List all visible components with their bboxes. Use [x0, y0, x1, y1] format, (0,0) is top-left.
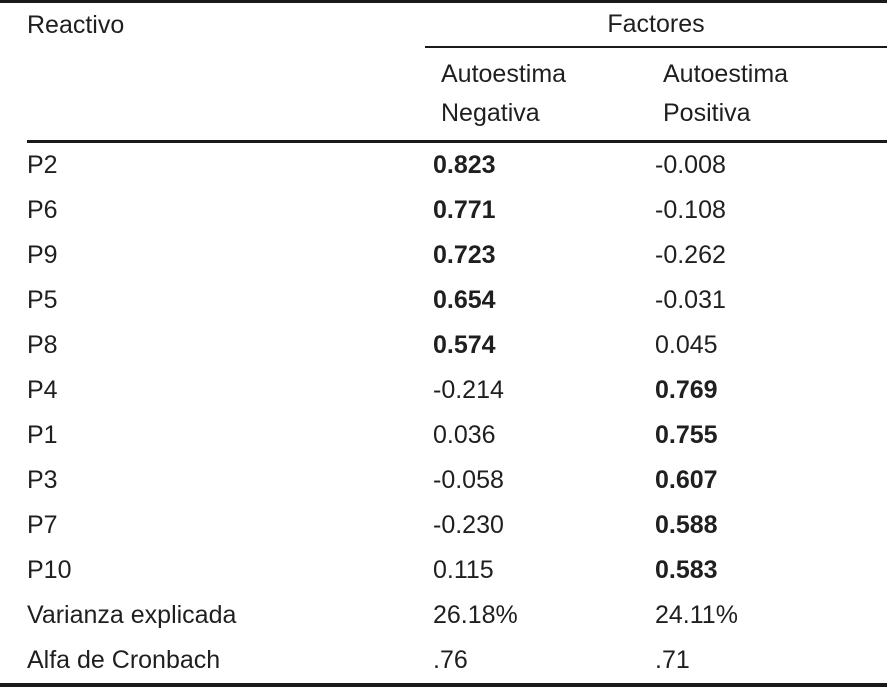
table-row: P1 0.036 0.755 [27, 413, 887, 458]
table-row: P9 0.723 -0.262 [27, 233, 887, 278]
cronbach-negativa: .76 [433, 646, 468, 674]
table-row: P5 0.654 -0.031 [27, 278, 887, 323]
item-label: P5 [27, 286, 58, 314]
item-label: P1 [27, 421, 58, 449]
table-row: P10 0.115 0.583 [27, 548, 887, 593]
item-label: P10 [27, 556, 72, 584]
item-label: P8 [27, 331, 58, 359]
factor-header-negativa: Autoestima Negativa [441, 60, 567, 127]
loading-positiva: 0.755 [655, 421, 718, 449]
table-row: P7 -0.230 0.588 [27, 503, 887, 548]
item-label: P7 [27, 511, 58, 539]
loading-positiva: 0.769 [655, 376, 718, 404]
loading-negativa: -0.230 [433, 511, 504, 539]
item-label: P9 [27, 241, 58, 269]
loading-positiva: -0.008 [655, 151, 726, 179]
loading-negativa: 0.771 [433, 196, 496, 224]
cronbach-row: Alfa de Cronbach .76 .71 [27, 638, 887, 683]
factor-header-positiva: Autoestima Positiva [663, 60, 789, 127]
loading-negativa: -0.058 [433, 466, 504, 494]
loading-negativa: 0.654 [433, 286, 496, 314]
table-header-sub: Autoestima Negativa Autoestima Positiva [27, 48, 887, 143]
loading-negativa: -0.214 [433, 376, 504, 404]
variance-positiva: 24.11% [655, 601, 738, 629]
table-row: P4 -0.214 0.769 [27, 368, 887, 413]
loading-positiva: 0.607 [655, 466, 718, 494]
loading-negativa: 0.823 [433, 151, 496, 179]
item-label: P3 [27, 466, 58, 494]
loading-negativa: 0.574 [433, 331, 496, 359]
item-label: P2 [27, 151, 58, 179]
cronbach-positiva: .71 [655, 646, 690, 674]
table-row: P6 0.771 -0.108 [27, 188, 887, 233]
table-row: P3 -0.058 0.607 [27, 458, 887, 503]
table-row: P2 0.823 -0.008 [27, 143, 887, 188]
loading-negativa: 0.723 [433, 241, 496, 269]
cronbach-label: Alfa de Cronbach [27, 646, 221, 674]
loading-positiva: 0.583 [655, 556, 718, 584]
loading-positiva: 0.588 [655, 511, 718, 539]
loading-positiva: -0.262 [655, 241, 726, 269]
loading-positiva: -0.108 [655, 196, 726, 224]
loading-negativa: 0.036 [433, 421, 496, 449]
item-label: P6 [27, 196, 58, 224]
loading-negativa: 0.115 [433, 556, 494, 584]
loading-positiva: 0.045 [655, 331, 718, 359]
loading-positiva: -0.031 [655, 286, 726, 314]
table-header-top: Reactivo Factores [27, 3, 887, 48]
factors-group-header-cell: Factores [425, 3, 887, 48]
factors-group-header: Factores [607, 10, 705, 38]
variance-row: Varianza explicada 26.18% 24.11% [27, 593, 887, 638]
item-column-header: Reactivo [27, 11, 125, 39]
item-label: P4 [27, 376, 58, 404]
variance-label: Varianza explicada [27, 601, 237, 629]
table-row: P8 0.574 0.045 [27, 323, 887, 368]
variance-negativa: 26.18% [433, 601, 518, 629]
header-spacer [27, 48, 433, 140]
